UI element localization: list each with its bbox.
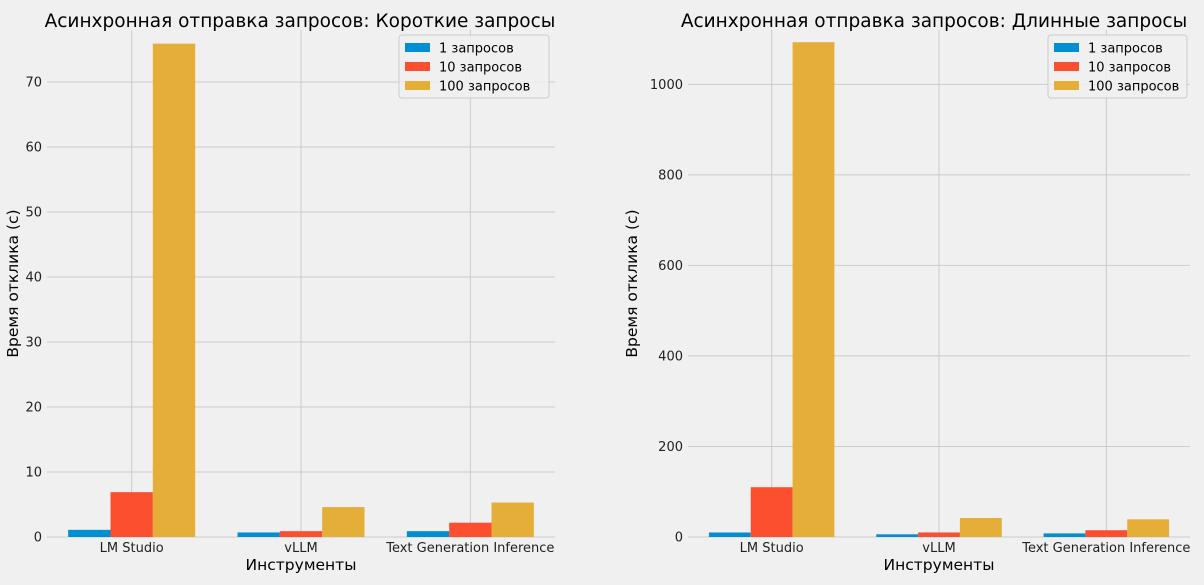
- legend: 1 запросов 10 запросов 100 запросов: [1047, 34, 1188, 99]
- legend-swatch: [1054, 81, 1079, 90]
- y-tick-label: 30: [25, 336, 42, 351]
- y-axis-label: Время отклика (с): [4, 209, 22, 357]
- y-tick-label: 20: [25, 401, 42, 416]
- legend-swatch: [1054, 43, 1079, 52]
- chart-short-requests: 0 10 20 30 40 50 60 70 LM Studio vLLM Text Generat…: [4, 11, 555, 574]
- bar: [322, 507, 365, 537]
- bar: [1127, 519, 1170, 537]
- y-tick-label: 0: [675, 531, 683, 546]
- legend-swatch: [1054, 62, 1079, 71]
- bar: [708, 532, 751, 537]
- y-tick-label: 50: [25, 206, 42, 221]
- bar: [491, 502, 534, 537]
- bar: [750, 487, 793, 537]
- legend-box: [1047, 34, 1188, 99]
- bar: [110, 492, 153, 537]
- bar: [959, 517, 1002, 537]
- chart-long-requests: 0 200 400 600 800 1000 LM Studio vLLM Text Gener…: [623, 11, 1190, 574]
- bar: [918, 532, 960, 537]
- bar: [152, 43, 196, 538]
- y-tick-label: 1000: [650, 78, 683, 93]
- x-axis-label: Инструменты: [884, 556, 995, 574]
- legend-entry: 10 запросов: [439, 61, 522, 76]
- chart-title: Асинхронная отправка запросов: Короткие …: [45, 11, 556, 32]
- x-tick-label: LM Studio: [100, 541, 164, 556]
- bar: [1043, 533, 1086, 537]
- y-tick-label: 800: [658, 168, 683, 183]
- x-tick-label: LM Studio: [740, 541, 804, 556]
- chart-title: Асинхронная отправка запросов: Длинные з…: [681, 11, 1187, 32]
- bar: [449, 522, 492, 537]
- bar: [406, 531, 450, 537]
- bar: [279, 531, 323, 537]
- y-tick-label: 10: [25, 466, 42, 481]
- legend-swatch: [405, 62, 430, 71]
- y-tick-label: 200: [658, 440, 683, 455]
- y-tick-label: 60: [25, 141, 42, 156]
- y-tick-label: 70: [25, 76, 42, 91]
- bar: [876, 534, 919, 537]
- legend-entry: 100 запросов: [439, 80, 530, 95]
- legend-entry: 1 запросов: [1088, 42, 1163, 57]
- legend-swatch: [405, 43, 430, 52]
- legend: 1 запросов 10 запросов 100 запросов: [398, 34, 550, 99]
- x-tick-label: Text Generation Inference: [385, 541, 554, 556]
- x-tick-label: Text Generation Inference: [1021, 541, 1190, 556]
- y-tick-label: 40: [25, 271, 42, 286]
- bar: [68, 529, 111, 537]
- y-tick-label: 400: [658, 349, 683, 364]
- legend-box: [398, 34, 550, 99]
- bar: [237, 532, 280, 537]
- legend-entry: 100 запросов: [1088, 80, 1179, 95]
- x-axis-label: Инструменты: [246, 556, 357, 574]
- x-tick-label: vLLM: [922, 541, 955, 556]
- bar: [792, 42, 835, 537]
- legend-swatch: [405, 81, 430, 90]
- y-tick-label: 0: [34, 531, 42, 546]
- y-tick-label: 600: [658, 259, 683, 274]
- x-tick-label: vLLM: [284, 541, 317, 556]
- y-axis-label: Время отклика (с): [623, 209, 641, 357]
- legend-entry: 1 запросов: [439, 42, 514, 57]
- legend-entry: 10 запросов: [1088, 61, 1171, 76]
- bar: [1085, 530, 1128, 537]
